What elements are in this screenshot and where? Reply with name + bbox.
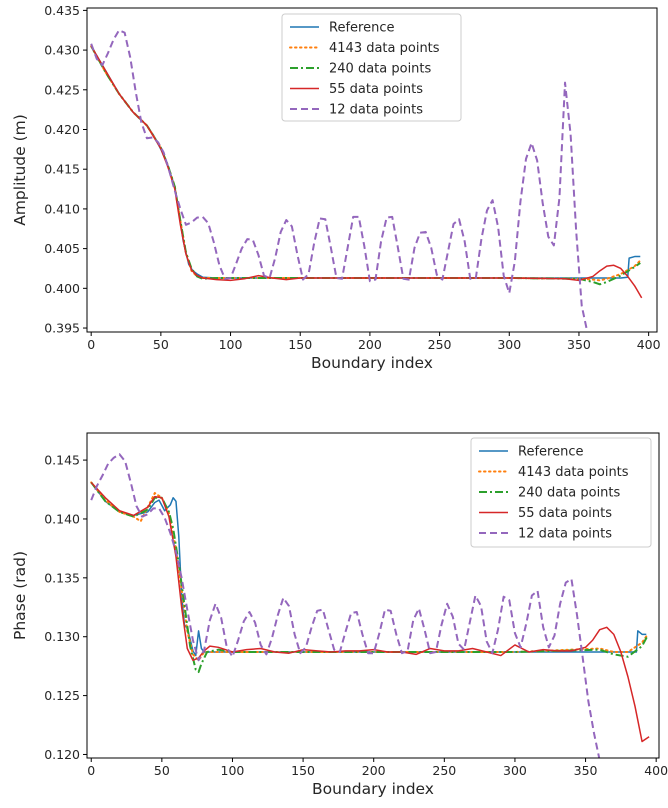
y-tick-label: 0.125 <box>44 688 80 703</box>
chart-amplitude: 0 50 100 150 200 250 300 350 400 0.395 0.400 0.405 0… <box>11 3 661 372</box>
series-group <box>90 453 650 758</box>
y-tick-label: 0.145 <box>44 453 80 468</box>
axes-frame <box>86 432 660 759</box>
x-tick-label: 200 <box>362 763 386 778</box>
legend-label: 55 data points <box>518 506 612 521</box>
x-tick-label: 50 <box>153 337 169 352</box>
y-tick-label: 0.420 <box>44 122 80 137</box>
y-tick-label: 0.430 <box>44 43 80 58</box>
x-tick-label: 250 <box>428 337 452 352</box>
x-axis-label: Boundary index <box>312 780 434 798</box>
legend-label: 240 data points <box>518 486 621 501</box>
series-line-4 <box>90 29 589 332</box>
legend-label: Reference <box>518 445 583 460</box>
x-tick-label: 150 <box>291 763 315 778</box>
x-tick-label: 50 <box>154 763 170 778</box>
series-line-3 <box>90 481 650 743</box>
x-tick-label: 400 <box>644 763 668 778</box>
x-tick-label: 100 <box>219 337 243 352</box>
legend-box <box>470 437 652 548</box>
x-tick-label: 350 <box>574 763 598 778</box>
y-tick-label: 0.400 <box>44 281 80 296</box>
series-line-0 <box>90 482 647 657</box>
series-group <box>90 29 643 332</box>
x-tick-label: 0 <box>87 337 95 352</box>
x-tick-label: 100 <box>221 763 245 778</box>
y-axis-label: Amplitude (m) <box>11 114 29 226</box>
x-tick-label: 300 <box>497 337 521 352</box>
y-tick-label: 0.435 <box>44 3 80 18</box>
legend: Reference 4143 data points 240 data points… <box>281 13 462 122</box>
x-tick-label: 250 <box>432 763 456 778</box>
y-tick-label: 0.425 <box>44 82 80 97</box>
y-tick-label: 0.135 <box>44 570 80 585</box>
y-tick-label: 0.415 <box>44 162 80 177</box>
legend-label: 55 data points <box>329 82 423 97</box>
chart-phase: 0 50 100 150 200 250 300 350 400 0.120 0.125 0.130 0… <box>11 432 668 798</box>
y-axis-label: Phase (rad) <box>11 551 29 640</box>
legend: Reference 4143 data points 240 data points… <box>470 437 652 548</box>
x-tick-label: 200 <box>358 337 382 352</box>
y-tick-label: 0.140 <box>44 511 80 526</box>
x-tick-label: 0 <box>87 763 95 778</box>
legend-label: 4143 data points <box>518 465 629 480</box>
legend-label: 4143 data points <box>329 41 440 56</box>
y-tick-label: 0.395 <box>44 321 80 336</box>
x-tick-label: 400 <box>637 337 661 352</box>
legend-label: Reference <box>329 21 394 36</box>
y-tick-label: 0.120 <box>44 747 80 762</box>
x-tick-label: 350 <box>567 337 591 352</box>
y-tick-label: 0.405 <box>44 241 80 256</box>
series-line-2 <box>90 481 649 674</box>
legend-box <box>281 13 462 122</box>
legend-label: 12 data points <box>329 103 423 118</box>
axes-frame <box>86 7 658 333</box>
y-tick-label: 0.130 <box>44 629 80 644</box>
series-line-4 <box>90 453 601 758</box>
y-tick-label: 0.410 <box>44 201 80 216</box>
x-tick-label: 300 <box>503 763 527 778</box>
legend-label: 240 data points <box>329 62 432 77</box>
x-tick-label: 150 <box>288 337 312 352</box>
x-axis-label: Boundary index <box>311 354 433 372</box>
legend-label: 12 data points <box>518 527 612 542</box>
